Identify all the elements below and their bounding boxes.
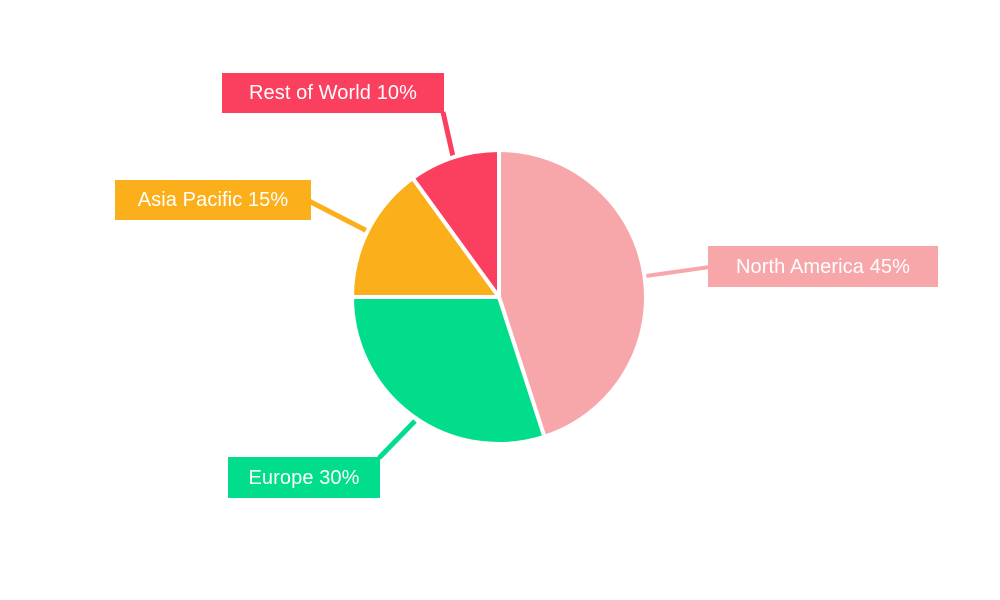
pie-slice-asia-pacific[interactable] [350, 176, 501, 299]
leader-line-europe [377, 419, 417, 460]
pie-label-north-america[interactable]: North America 45% [708, 246, 938, 287]
pie-label-asia-pacific[interactable]: Asia Pacific 15% [115, 180, 311, 220]
pie-label-text-rest-of-world: Rest of World 10% [248, 82, 418, 104]
leader-line-north-america [645, 265, 711, 278]
pie-label-text-north-america: North America 45% [736, 255, 910, 278]
pie-slice-europe[interactable] [350, 295, 547, 446]
pie-label-text-asia-pacific: Asia Pacific 15% [137, 189, 289, 211]
leader-lines [307, 111, 711, 460]
pie-slice-north-america[interactable] [497, 148, 648, 439]
pie-label-europe[interactable]: Europe 30% [228, 457, 380, 498]
pie-label-text-europe: Europe 30% [248, 466, 360, 489]
pie-slices [350, 148, 648, 446]
pie-label-rest-of-world[interactable]: Rest of World 10% [222, 73, 444, 113]
pie-slice-rest-of-world[interactable] [410, 148, 501, 299]
leader-line-asia-pacific [307, 198, 373, 236]
leader-line-rest-of-world [440, 111, 457, 162]
